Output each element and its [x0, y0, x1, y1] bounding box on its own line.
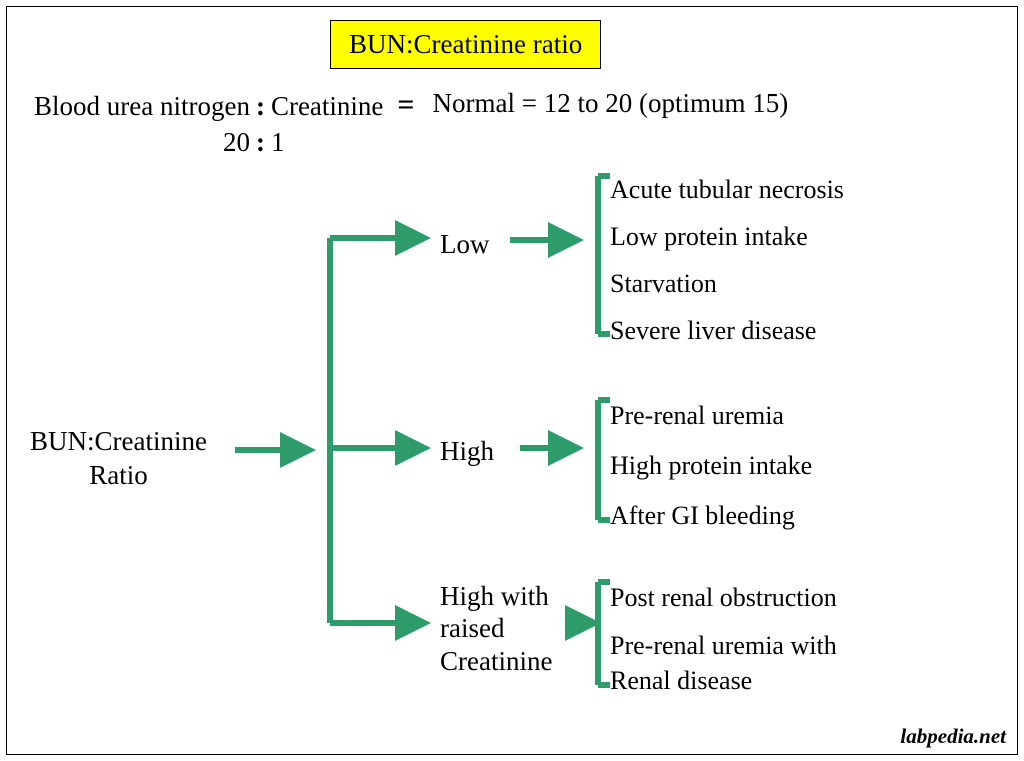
creatinine-value: 1	[271, 124, 383, 160]
leaf-1-1: High protein intake	[610, 448, 812, 483]
root-node: BUN:CreatinineRatio	[30, 425, 207, 493]
creatinine-label: Creatinine	[271, 88, 383, 124]
formula-row: Blood urea nitrogen 20 : : Creatinine 1 …	[34, 88, 788, 161]
leaf-1-2: After GI bleeding	[610, 498, 795, 533]
leaf-1-0: Pre-renal uremia	[610, 398, 784, 433]
leaf-2-1: Pre-renal uremia withRenal disease	[610, 628, 837, 698]
branch-label-1: High	[440, 435, 494, 467]
bun-value: 20	[34, 124, 250, 160]
branch-label-0: Low	[440, 228, 490, 260]
leaf-2-0: Post renal obstruction	[610, 580, 837, 615]
leaf-0-0: Acute tubular necrosis	[610, 172, 844, 207]
watermark: labpedia.net	[900, 724, 1006, 749]
bun-label: Blood urea nitrogen	[34, 88, 250, 124]
diagram-title: BUN:Creatinine ratio	[330, 20, 601, 69]
colon-1: :	[256, 88, 265, 124]
colon-2: :	[256, 124, 265, 160]
equals-sign: =	[383, 88, 428, 122]
normal-range-text: Normal = 12 to 20 (optimum 15)	[429, 88, 789, 119]
leaf-0-2: Starvation	[610, 266, 717, 301]
leaf-0-1: Low protein intake	[610, 219, 808, 254]
branch-label-2: High withraisedCreatinine	[440, 580, 552, 677]
leaf-0-3: Severe liver disease	[610, 313, 816, 348]
